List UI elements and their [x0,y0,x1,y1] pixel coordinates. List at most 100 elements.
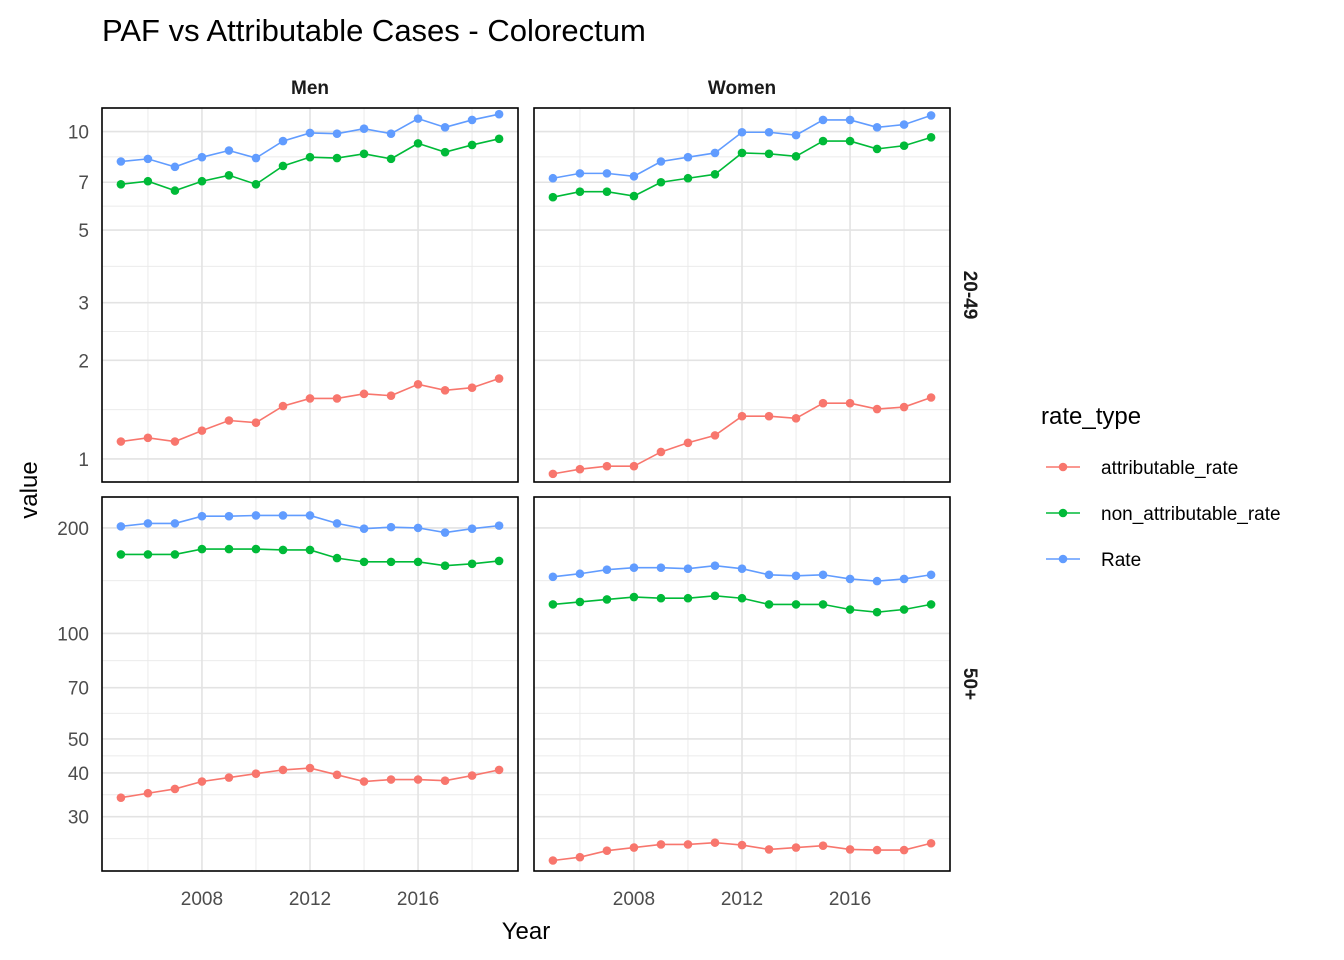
data-point-rate [737,127,747,137]
data-point-non-attributable-rate [926,133,936,142]
data-point-attributable-rate [359,389,369,399]
data-point-non-attributable-rate [899,605,909,614]
data-point-rate [575,169,585,178]
x-tick-label: 2012 [289,889,331,910]
data-point-attributable-rate [683,840,693,849]
data-point-rate [791,130,801,140]
data-point-rate [143,154,153,164]
data-point-non-attributable-rate [575,187,585,196]
data-point-attributable-rate [926,393,936,402]
data-point-non-attributable-rate [143,550,153,559]
data-point-non-attributable-rate [224,171,234,180]
y-tick-label: 7 [78,173,89,194]
y-axis-title: value [16,461,43,518]
data-point-rate [683,152,693,162]
data-point-rate [494,109,504,119]
data-point-attributable-rate [791,414,801,423]
data-point-attributable-rate [116,437,126,446]
data-point-non-attributable-rate [386,557,396,567]
data-point-rate [629,171,639,181]
legend-label: non_attributable_rate [1101,504,1281,525]
data-point-rate [170,519,180,528]
data-point-rate [386,522,396,532]
data-point-attributable-rate [359,777,369,786]
data-point-non-attributable-rate [629,191,639,201]
data-point-rate [710,561,720,571]
data-point-non-attributable-rate [278,161,288,171]
data-point-non-attributable-rate [764,600,774,609]
data-point-attributable-rate [656,840,666,849]
data-point-attributable-rate [251,418,261,427]
data-point-non-attributable-rate [359,557,369,567]
data-point-rate [602,565,612,574]
x-tick-label: 2008 [181,889,223,910]
data-point-rate [224,146,234,155]
data-point-attributable-rate [548,469,558,479]
data-point-attributable-rate [710,431,720,440]
legend-key-point [1058,508,1068,518]
data-point-rate [791,571,801,581]
data-point-non-attributable-rate [845,136,855,146]
data-point-attributable-rate [413,775,423,784]
data-point-non-attributable-rate [872,607,882,617]
data-point-rate [170,162,180,172]
panel-border [533,496,951,872]
data-point-attributable-rate [116,793,126,802]
data-point-rate [413,114,423,123]
panel-men-50 [101,496,519,872]
data-point-non-attributable-rate [413,557,423,567]
legend-label: Rate [1101,550,1141,571]
chart-title: PAF vs Attributable Cases - Colorectum [102,13,646,48]
data-point-non-attributable-rate [278,545,288,555]
data-point-non-attributable-rate [710,591,720,601]
data-point-attributable-rate [170,784,180,794]
data-point-rate [467,524,477,533]
data-point-attributable-rate [926,838,936,848]
data-point-attributable-rate [791,843,801,852]
data-point-rate [359,524,369,533]
data-point-non-attributable-rate [197,544,207,554]
data-point-rate [656,563,666,572]
data-point-non-attributable-rate [737,593,747,603]
data-point-rate [845,115,855,125]
data-point-attributable-rate [602,846,612,855]
data-point-rate [926,570,936,580]
data-point-attributable-rate [143,433,153,443]
data-point-attributable-rate [818,841,828,850]
data-point-attributable-rate [845,398,855,408]
data-point-non-attributable-rate [575,597,585,607]
data-point-non-attributable-rate [332,153,342,163]
x-tick-label: 2016 [397,889,439,910]
data-point-rate [872,576,882,586]
strip-label-50: 50+ [959,668,980,700]
data-point-non-attributable-rate [818,600,828,609]
data-point-rate [278,136,288,146]
data-point-attributable-rate [575,464,585,474]
legend-label: attributable_rate [1101,458,1238,479]
data-point-attributable-rate [575,852,585,862]
data-point-attributable-rate [224,416,234,425]
data-point-rate [305,511,315,520]
data-point-attributable-rate [494,765,504,775]
strip-label-men: Men [291,78,329,99]
data-point-attributable-rate [494,374,504,383]
data-point-attributable-rate [386,391,396,400]
data-point-attributable-rate [440,386,450,395]
strip-label-women: Women [708,78,776,99]
data-point-attributable-rate [872,845,882,855]
panel-border [101,107,519,483]
legend-item-rate: Rate [1046,550,1141,571]
data-point-rate [818,115,828,125]
data-point-rate [764,570,774,580]
data-point-rate [386,129,396,138]
data-point-attributable-rate [737,840,747,850]
x-tick-label: 2012 [721,889,763,910]
data-point-rate [251,511,261,520]
y-tick-label: 3 [78,294,89,315]
data-point-attributable-rate [440,776,450,786]
data-point-attributable-rate [764,845,774,854]
data-point-rate [278,511,288,520]
data-point-attributable-rate [197,777,207,786]
data-point-attributable-rate [899,845,909,855]
data-point-non-attributable-rate [548,600,558,609]
